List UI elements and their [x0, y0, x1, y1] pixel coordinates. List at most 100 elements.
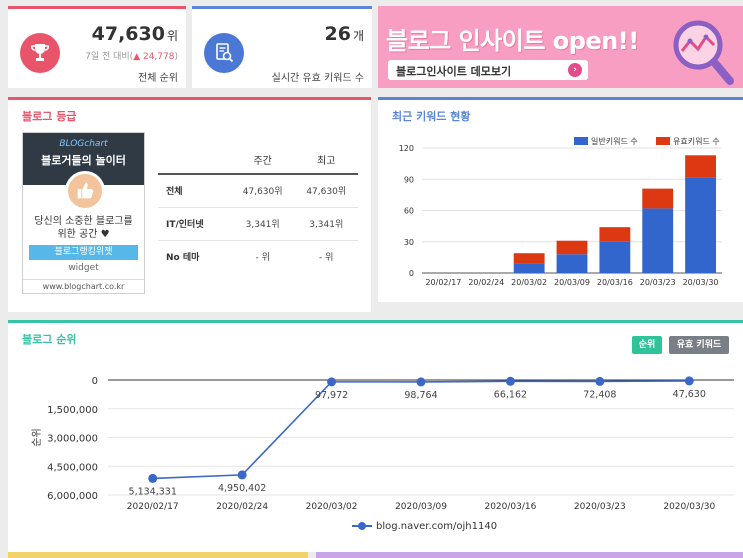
grade-column-blank	[158, 146, 231, 174]
bar-segment[interactable]	[556, 254, 588, 273]
y-tick-label: 0	[92, 376, 98, 387]
data-point[interactable]	[327, 377, 337, 387]
data-label: 66,162	[494, 389, 527, 400]
grade-row-weekly: 3,341위	[230, 206, 295, 240]
widget-line2: 위한 공간 ♥	[57, 229, 110, 240]
widget-url[interactable]: www.blogchart.co.kr	[23, 279, 144, 291]
data-label: 97,972	[315, 390, 348, 401]
bottom-strip-right	[316, 552, 743, 558]
ranking-widget[interactable]: BLOGchart 블로거들의 놀이터 당신의 소중한 블로그를 위한 공간 ♥…	[22, 132, 145, 294]
x-tick-label: 2020/03/02	[306, 502, 358, 512]
data-point[interactable]	[684, 376, 694, 386]
legend-label: 일반키워드 수	[591, 137, 638, 146]
grade-row-best: - 위	[294, 239, 358, 273]
y-tick-label: 3,000,000	[47, 434, 98, 445]
blog-rank-title: 블로그 순위	[22, 333, 77, 346]
trophy-icon	[20, 33, 60, 73]
y-tick-label: 30	[404, 238, 414, 247]
grade-column-weekly: 주간	[253, 156, 272, 167]
x-tick-label: 2020/03/16	[484, 502, 536, 512]
grade-row-weekly: 47,630위	[230, 173, 295, 207]
legend-swatch	[656, 137, 670, 145]
widget-brand: BLOGchart	[59, 139, 108, 149]
blog-grade-title: 블로그 등급	[22, 110, 77, 123]
data-label: 5,134,331	[129, 486, 177, 497]
data-point[interactable]	[416, 377, 426, 387]
widget-headline: 블로거들의 놀이터	[41, 154, 126, 167]
y-tick-label: 1,500,000	[47, 405, 98, 416]
x-tick-label: 2020/03/09	[395, 502, 447, 512]
banner-title: 블로그 인사이트 open!!	[386, 27, 639, 55]
blog-rank-card: 블로그 순위 순위 유효 키워드 0 1,500,000 3,000,000 4,50…	[8, 320, 743, 552]
table-row: 전체 47,630위 47,630위	[158, 173, 358, 207]
bar-segment[interactable]	[599, 241, 631, 273]
x-tick-label: 2020/02/17	[127, 502, 179, 512]
bar-segment[interactable]	[642, 188, 674, 209]
grade-row-best: 3,341위	[294, 206, 358, 240]
bottom-strip-left	[8, 552, 308, 558]
keyword-count-label: 실시간 유효 키워드 수	[271, 73, 364, 84]
data-label: 98,764	[404, 390, 437, 401]
thumbs-up-icon	[65, 171, 105, 211]
legend-swatch	[574, 137, 588, 145]
legend-label: 유효키워드 수	[673, 137, 720, 146]
grade-row-label: 전체	[158, 173, 231, 207]
bar-segment[interactable]	[513, 253, 545, 264]
y-tick-label: 6,000,000	[47, 491, 98, 502]
widget-label: widget	[68, 263, 99, 273]
bar-segment[interactable]	[556, 240, 588, 255]
y-tick-label: 0	[409, 269, 414, 278]
bar-segment[interactable]	[642, 208, 674, 273]
document-search-icon	[204, 33, 244, 73]
grade-row-best: 47,630위	[294, 173, 358, 207]
x-tick-label: 20/03/16	[597, 278, 633, 287]
grade-column-best: 최고	[317, 156, 336, 167]
rank-value: 47,630 위	[91, 23, 178, 45]
data-label: 72,408	[583, 389, 616, 400]
x-tick-label: 2020/03/23	[574, 502, 626, 512]
y-tick-label: 4,500,000	[47, 462, 98, 473]
keyword-stat-card: 26 개 실시간 유효 키워드 수	[192, 6, 372, 88]
y-tick-label: 90	[404, 175, 414, 184]
keyword-status-title: 최근 키워드 현황	[392, 110, 471, 123]
bar-segment[interactable]	[685, 177, 716, 273]
rank-label: 전체 순위	[138, 73, 178, 84]
chevron-right-icon: ›	[568, 63, 582, 77]
bar-segment[interactable]	[513, 263, 545, 273]
grade-row-label: No 테마	[158, 239, 231, 273]
magnifier-chart-icon	[673, 20, 734, 85]
y-tick-label: 120	[399, 144, 414, 153]
data-point[interactable]	[595, 376, 605, 386]
keyword-status-card: 최근 키워드 현황 0 30 60 90 120 20/02/17 20/02/24 20/0…	[378, 97, 743, 302]
data-point[interactable]	[237, 470, 247, 480]
x-tick-label: 20/02/17	[425, 278, 461, 287]
rank-line-chart: 0 1,500,000 3,000,000 4,500,000 6,000,000 순위 2…	[30, 376, 734, 512]
keyword-toggle-button[interactable]: 유효 키워드	[669, 336, 729, 354]
x-tick-label: 20/03/02	[511, 278, 547, 287]
rank-toggle-button[interactable]: 순위	[632, 336, 662, 354]
grade-row-weekly: - 위	[230, 239, 295, 273]
x-tick-label: 20/03/09	[554, 278, 590, 287]
rank-stat-card: 47,630 위 7일 전 대비(▲ 24,778) 전체 순위	[8, 6, 186, 88]
x-tick-label: 2020/02/24	[216, 502, 268, 512]
widget-line1: 당신의 소중한 블로그를	[34, 216, 133, 227]
table-row: No 테마 - 위 - 위	[158, 239, 358, 273]
data-point[interactable]	[505, 376, 515, 386]
x-tick-label: 20/03/23	[640, 278, 676, 287]
banner-demo-button[interactable]: 블로그인사이트 데모보기 ›	[388, 60, 588, 80]
grade-row-label: IT/인터넷	[158, 206, 231, 240]
x-tick-label: 20/03/30	[683, 278, 719, 287]
keyword-bar-chart: 0 30 60 90 120 20/02/17 20/02/24 20/03/02 20/03/…	[399, 137, 722, 287]
data-point[interactable]	[148, 473, 158, 483]
bar-segment[interactable]	[599, 227, 631, 242]
rank-legend: blog.naver.com/ojh1140	[352, 521, 497, 532]
keyword-count-value: 26 개	[324, 23, 365, 45]
legend-series-name: blog.naver.com/ojh1140	[376, 521, 498, 532]
bar-segment[interactable]	[685, 155, 716, 178]
widget-ranking-link[interactable]: 블로그랭킹위젯	[29, 245, 138, 260]
blog-insight-banner[interactable]: 블로그 인사이트 open!! 블로그인사이트 데모보기 ›	[378, 6, 743, 88]
x-tick-label: 20/02/24	[468, 278, 504, 287]
blog-grade-card: 블로그 등급 BLOGchart 블로거들의 놀이터 당신의 소중한 블로그를 …	[8, 97, 371, 312]
table-row: IT/인터넷 3,341위 3,341위	[158, 206, 358, 240]
grade-table: 주간 최고 전체 47,630위 47,630위 IT/인터넷 3,341위 3…	[158, 146, 358, 273]
